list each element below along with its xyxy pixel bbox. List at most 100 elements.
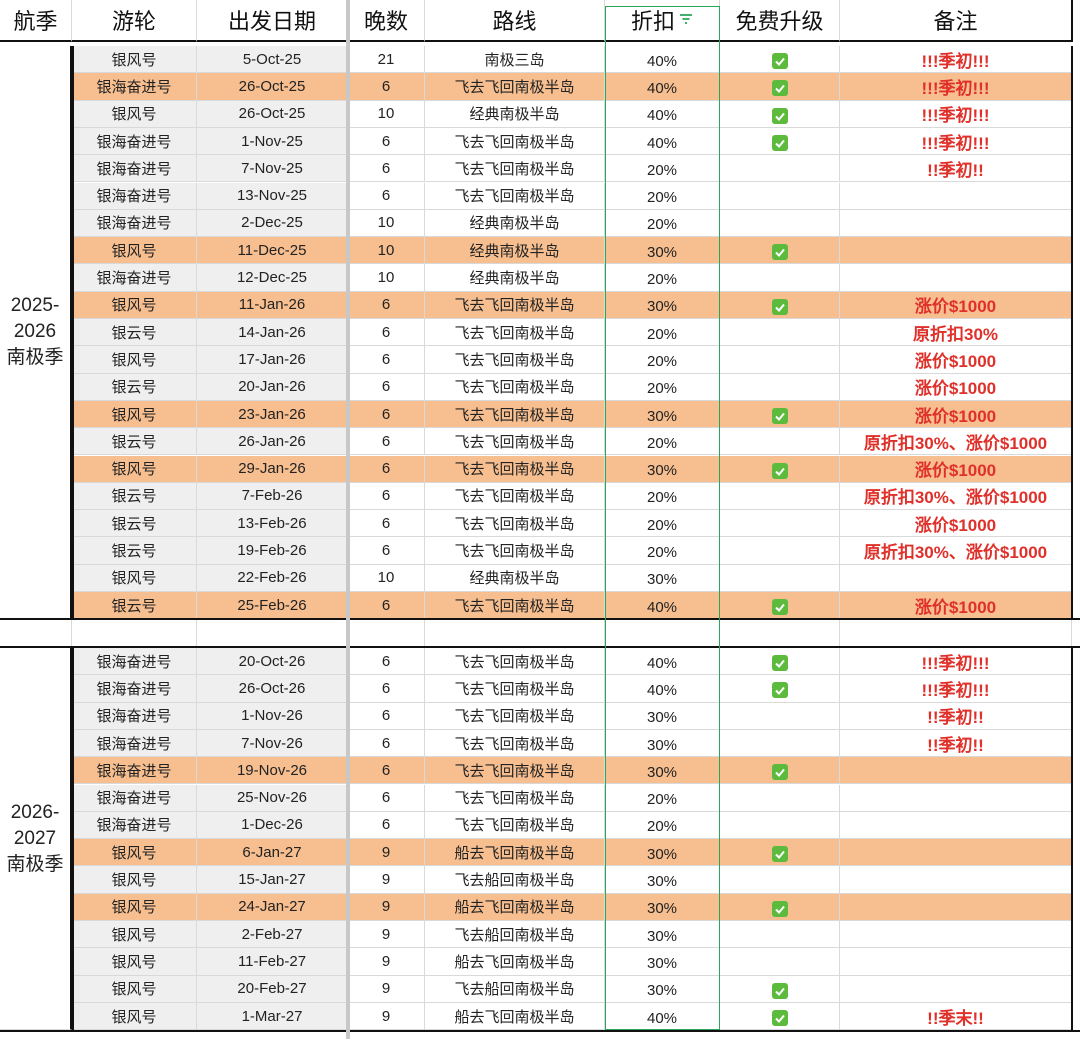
- filter-icon[interactable]: [679, 13, 693, 27]
- note-cell: !!!季初!!!: [840, 127, 1072, 156]
- ship-cell: 银风号: [72, 839, 197, 867]
- discount-cell: 30%: [605, 921, 720, 949]
- date-cell: 11-Feb-27: [197, 948, 348, 976]
- discount-cell: 20%: [605, 482, 720, 511]
- empty-cell: [197, 619, 348, 648]
- date-cell: 20-Jan-26: [197, 373, 348, 401]
- border-line: [72, 46, 74, 620]
- nights-cell: 9: [348, 866, 425, 894]
- ship-cell: 银海奋进号: [72, 648, 197, 676]
- checkmark: [771, 462, 788, 479]
- nights-cell: 9: [348, 893, 425, 921]
- upgrade-cell: [720, 866, 840, 894]
- route-cell: 经典南极半岛: [425, 264, 605, 292]
- route-cell: 飞去飞回南极半岛: [425, 400, 605, 429]
- upgrade-cell: [720, 400, 840, 429]
- date-cell: 14-Jan-26: [197, 319, 348, 347]
- season-line: 南极季: [6, 347, 64, 369]
- route-cell: 经典南极半岛: [425, 100, 605, 128]
- note-cell: 原折扣30%: [840, 319, 1072, 347]
- checkmark: [771, 846, 788, 863]
- ship-cell: 银风号: [72, 346, 197, 374]
- note-cell: [840, 893, 1072, 921]
- nights-cell: 6: [348, 73, 425, 101]
- empty-cell: [0, 619, 72, 648]
- upgrade-cell: [720, 455, 840, 483]
- discount-cell: 20%: [605, 510, 720, 538]
- discount-cell: 40%: [605, 73, 720, 101]
- selected-column: [605, 6, 720, 1030]
- checkmark: [771, 764, 788, 781]
- column-header: 出发日期: [197, 0, 348, 42]
- checkmark: [771, 682, 788, 699]
- season-line: 2025-: [10, 295, 60, 317]
- ship-cell: 银海奋进号: [72, 675, 197, 703]
- ship-cell: 银云号: [72, 537, 197, 565]
- discount-cell: 30%: [605, 893, 720, 921]
- empty-cell: [840, 619, 1072, 648]
- checkmark: [771, 982, 788, 999]
- upgrade-cell: [720, 811, 840, 840]
- date-cell: 17-Jan-26: [197, 346, 348, 374]
- season-line: 南极季: [6, 853, 64, 875]
- route-cell: 飞去飞回南极半岛: [425, 346, 605, 374]
- date-cell: 19-Feb-26: [197, 537, 348, 565]
- ship-cell: 银海奋进号: [72, 702, 197, 730]
- note-cell: [840, 209, 1072, 238]
- note-cell: 涨价$1000: [840, 455, 1072, 483]
- nights-cell: 10: [348, 564, 425, 592]
- border-line: [0, 646, 1080, 648]
- discount-cell: 20%: [605, 346, 720, 374]
- discount-cell: 30%: [605, 866, 720, 894]
- route-cell: 飞去飞回南极半岛: [425, 155, 605, 183]
- upgrade-cell: [720, 757, 840, 785]
- date-cell: 25-Nov-26: [197, 784, 348, 812]
- nights-cell: 10: [348, 237, 425, 265]
- season-line: 2027: [13, 827, 57, 849]
- column-header[interactable]: 折扣: [605, 0, 720, 42]
- date-cell: 19-Nov-26: [197, 757, 348, 785]
- ship-cell: 银海奋进号: [72, 757, 197, 785]
- note-cell: [840, 948, 1072, 976]
- column-header: 路线: [425, 0, 605, 42]
- checkmark: [771, 107, 788, 124]
- date-cell: 1-Dec-26: [197, 811, 348, 840]
- empty-cell: [72, 619, 197, 648]
- ship-cell: 银风号: [72, 46, 197, 74]
- note-cell: [840, 237, 1072, 265]
- route-cell: 飞去飞回南极半岛: [425, 811, 605, 840]
- nights-cell: 21: [348, 46, 425, 74]
- ship-cell: 银风号: [72, 975, 197, 1003]
- upgrade-cell: [720, 182, 840, 210]
- empty-cell: [348, 619, 425, 648]
- route-cell: 飞去飞回南极半岛: [425, 182, 605, 210]
- ship-cell: 银风号: [72, 237, 197, 265]
- nights-cell: 10: [348, 209, 425, 238]
- date-cell: 26-Oct-26: [197, 675, 348, 703]
- route-cell: 飞去飞回南极半岛: [425, 373, 605, 401]
- date-cell: 11-Dec-25: [197, 237, 348, 265]
- upgrade-cell: [720, 975, 840, 1003]
- ship-cell: 银海奋进号: [72, 264, 197, 292]
- discount-cell: 20%: [605, 319, 720, 347]
- note-cell: 涨价$1000: [840, 400, 1072, 429]
- route-cell: 飞去飞回南极半岛: [425, 537, 605, 565]
- nights-cell: 6: [348, 455, 425, 483]
- note-cell: !!季初!!: [840, 702, 1072, 730]
- note-cell: !!!季初!!!: [840, 648, 1072, 676]
- upgrade-cell: [720, 839, 840, 867]
- nights-cell: 6: [348, 400, 425, 429]
- column-header: 免费升级: [720, 0, 840, 42]
- season-label: 2025- 2026 南极季: [0, 46, 72, 620]
- ship-cell: 银云号: [72, 428, 197, 456]
- route-cell: 飞去飞回南极半岛: [425, 729, 605, 758]
- upgrade-cell: [720, 948, 840, 976]
- nights-cell: 6: [348, 537, 425, 565]
- note-cell: [840, 839, 1072, 867]
- ship-cell: 银风号: [72, 400, 197, 429]
- discount-cell: 30%: [605, 702, 720, 730]
- upgrade-cell: [720, 346, 840, 374]
- border-line: [0, 618, 1080, 621]
- note-cell: !!!季初!!!: [840, 675, 1072, 703]
